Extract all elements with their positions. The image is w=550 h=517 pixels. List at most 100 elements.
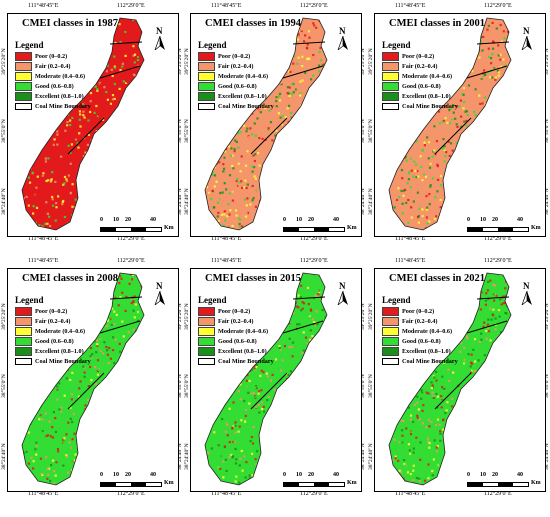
map-pixel	[490, 167, 493, 170]
map-pixel	[439, 184, 443, 187]
map-pixel	[35, 206, 39, 209]
map-pixel	[147, 326, 149, 328]
map-pixel	[122, 80, 125, 83]
map-pixel	[443, 289, 447, 292]
map-pixel	[473, 70, 476, 73]
map-pixel	[451, 161, 455, 164]
map-pixel	[137, 119, 140, 122]
map-pixel	[116, 69, 119, 72]
map-pixel	[508, 83, 511, 86]
map-pixel	[292, 315, 295, 318]
map-pixel	[450, 98, 454, 101]
map-pixel	[320, 463, 323, 467]
map-pixel	[134, 311, 137, 314]
longitude-label-top-left: 111°48′45″E	[395, 3, 426, 9]
map-pixel	[51, 436, 55, 439]
map-pixel	[265, 232, 267, 234]
map-pixel	[47, 473, 50, 476]
map-pixel	[291, 135, 294, 138]
map-pixel	[49, 479, 52, 483]
map-pixel	[215, 180, 218, 183]
map-pixel	[507, 138, 510, 141]
map-pixel	[103, 205, 106, 208]
map-pixel	[261, 462, 264, 466]
north-label: N	[156, 281, 163, 291]
map-pixel	[91, 353, 94, 356]
map-pixel	[23, 141, 26, 144]
map-pixel	[37, 119, 40, 122]
map-pixel	[329, 97, 331, 99]
map-pixel	[254, 205, 257, 208]
map-pixel	[328, 408, 330, 410]
map-pixel	[297, 56, 300, 59]
map-pixel	[279, 463, 282, 466]
map-pixel	[459, 183, 462, 186]
map-pixel	[65, 112, 68, 115]
map-pixel	[300, 437, 303, 440]
map-pixel	[77, 218, 80, 221]
map-pixel	[82, 365, 85, 368]
map-pixel	[270, 193, 273, 196]
map-pixel	[77, 146, 80, 149]
map-pixel	[213, 174, 217, 177]
map-pixel	[226, 215, 229, 218]
map-pixel	[478, 420, 481, 423]
map-pixel	[254, 374, 258, 377]
map-pixel	[497, 54, 500, 57]
map-pixel	[43, 31, 46, 34]
map-pixel	[493, 156, 496, 159]
map-pixel	[138, 43, 142, 46]
map-pixel	[23, 372, 26, 375]
map-pixel	[486, 422, 489, 425]
map-pixel	[211, 170, 215, 174]
map-pixel	[302, 349, 305, 352]
map-pixel	[281, 183, 285, 186]
map-pixel	[43, 115, 46, 118]
map-pixel	[323, 386, 326, 389]
map-pixel	[102, 429, 105, 432]
map-pixel	[254, 447, 257, 450]
map-pixel	[319, 439, 322, 442]
map-pixel	[328, 359, 330, 361]
map-pixel	[118, 342, 121, 345]
map-pixel	[54, 370, 57, 373]
map-pixel	[90, 228, 93, 230]
map-pixel	[318, 18, 321, 20]
map-pixel	[442, 211, 445, 214]
map-pixel	[238, 225, 242, 228]
map-pixel	[501, 199, 505, 202]
map-pixel	[272, 193, 275, 196]
map-pixel	[94, 196, 98, 199]
map-pixel	[291, 305, 294, 308]
map-pixel	[482, 196, 485, 199]
map-pixel	[221, 455, 224, 458]
map-pixel	[268, 177, 272, 180]
map-pixel	[23, 117, 26, 120]
map-pixel	[282, 115, 285, 118]
map-pixel	[264, 421, 267, 424]
map-pixel	[478, 191, 481, 194]
map-pixel	[65, 454, 68, 457]
map-pixel	[412, 200, 415, 203]
map-pixel	[225, 473, 228, 476]
map-pixel	[131, 278, 134, 281]
map-pixel	[494, 317, 497, 320]
map-pixel	[89, 182, 92, 185]
map-pixel	[141, 73, 144, 76]
map-pixel	[205, 376, 206, 379]
map-pixel	[38, 366, 42, 369]
map-pixel	[93, 182, 96, 185]
map-pixel	[117, 137, 120, 141]
map-pixel	[463, 417, 466, 420]
map-pixel	[118, 155, 122, 158]
map-pixel	[89, 105, 92, 108]
map-pixel	[479, 102, 482, 105]
legend-item: Excellent (0.8–1.0)	[198, 346, 286, 356]
map-pixel	[253, 159, 256, 163]
map-pixel	[89, 100, 92, 103]
map-pixel	[465, 156, 468, 159]
map-pixel	[108, 401, 111, 404]
map-pixel	[308, 418, 311, 421]
map-pixel	[124, 464, 127, 468]
map-pixel	[32, 467, 35, 470]
